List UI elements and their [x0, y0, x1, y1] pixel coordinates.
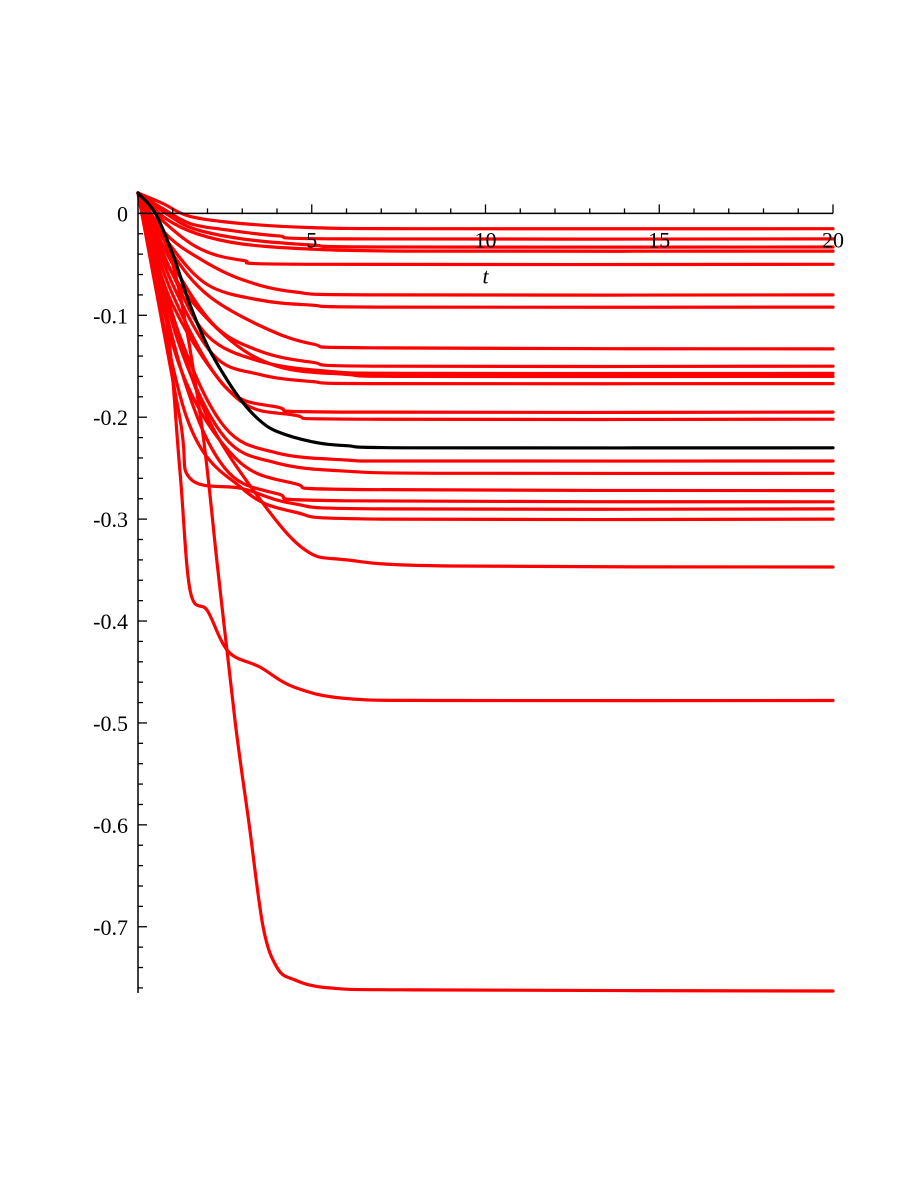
y-tick-label: -0.5: [93, 711, 128, 736]
series-line-14: [136, 191, 835, 422]
x-tick-label: 20: [822, 227, 844, 252]
x-tick-label: 15: [648, 227, 670, 252]
tick-labels: 5 10 15 20 0 -0.1 -0.2 -0.3 -0.4 -0.5 -0.6 -0.7: [93, 201, 844, 939]
series-line-4: [136, 191, 835, 253]
mean-line-group: [136, 191, 835, 450]
series-line-3: [136, 191, 835, 249]
series-line-21: [136, 191, 835, 569]
x-tick-label: 5: [306, 227, 317, 252]
series-line-23: [136, 191, 835, 993]
y-tick-label: -0.6: [93, 813, 128, 838]
axes: [137, 193, 833, 993]
series-line-16: [136, 191, 835, 476]
series-line-7: [136, 191, 835, 309]
series-line-5: [136, 191, 835, 267]
y-tick-label: -0.3: [93, 507, 128, 532]
y-tick-label: -0.7: [93, 915, 128, 940]
y-tick-label: -0.4: [93, 609, 128, 634]
series-line-1: [136, 191, 835, 231]
x-axis-label: t: [482, 263, 489, 288]
x-tick-label: 10: [475, 227, 497, 252]
series-lines: [136, 191, 835, 993]
y-tick-label: -0.1: [93, 303, 128, 328]
tick-marks: [138, 204, 834, 989]
mean-line: [136, 191, 835, 450]
series-line-13: [136, 191, 835, 415]
series-line-8: [136, 191, 835, 351]
series-line-6: [136, 191, 835, 297]
series-line-12: [136, 191, 835, 386]
y-tick-label: 0: [117, 201, 128, 226]
y-tick-label: -0.2: [93, 405, 128, 430]
series-line-18: [136, 191, 835, 504]
